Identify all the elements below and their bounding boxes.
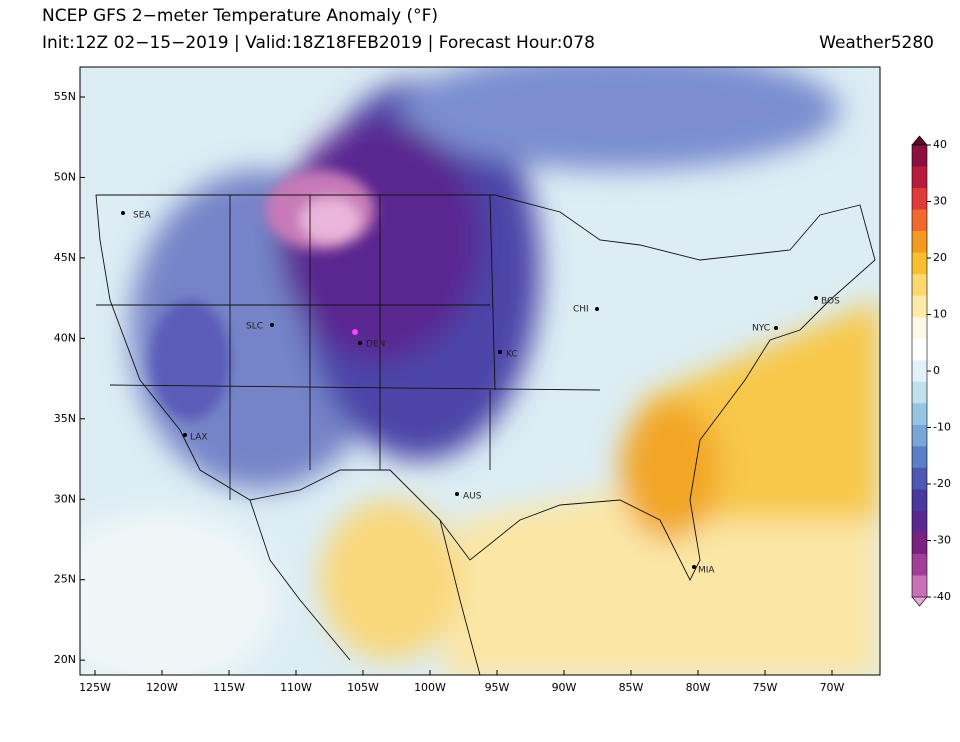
colorbar-swatch <box>912 467 927 490</box>
colorbar-swatch <box>912 145 927 168</box>
lon-tick-label: 80W <box>686 681 711 694</box>
lat-tick-label: 35N <box>54 412 76 425</box>
lon-tick-label: 75W <box>753 681 778 694</box>
city-label: MIA <box>698 566 715 576</box>
city-label: SLC <box>246 322 263 332</box>
colorbar-tick-label: 10 <box>933 308 947 321</box>
colorbar-tick-label: -40 <box>933 590 951 603</box>
lat-tick-label: 55N <box>54 90 76 103</box>
colorbar-swatch <box>912 188 927 211</box>
city-label: LAX <box>190 433 208 443</box>
subtitle: Init:12Z 02−15−2019 | Valid:18Z18FEB2019… <box>42 33 595 53</box>
colorbar-swatch <box>912 424 927 447</box>
colorbar-swatch <box>912 274 927 297</box>
colorbar-tick-label: 40 <box>933 138 947 151</box>
colorbar-tick-label: 0 <box>933 364 940 377</box>
colorbar-end <box>911 596 928 607</box>
city-label: NYC <box>752 324 770 334</box>
colorbar-swatch <box>912 489 927 512</box>
city-label: AUS <box>463 492 482 502</box>
city-label: DEN <box>366 340 385 350</box>
colorbar-swatch <box>912 295 927 318</box>
lat-tick-label: 50N <box>54 170 76 183</box>
lat-tick-label: 40N <box>54 331 76 344</box>
lon-tick-label: 90W <box>552 681 577 694</box>
colorbar-swatch <box>912 553 927 576</box>
anomaly-field <box>80 67 880 675</box>
colorbar-swatch <box>912 381 927 404</box>
city-label: CHI <box>573 305 589 315</box>
map-frame <box>79 66 881 676</box>
colorbar-swatch <box>912 166 927 189</box>
lon-tick-label: 105W <box>347 681 379 694</box>
lat-tick-label: 45N <box>54 251 76 264</box>
colorbar-swatch <box>912 252 927 275</box>
colorbar-tick-label: 20 <box>933 251 947 264</box>
colorbar-swatch <box>912 231 927 254</box>
city-label: KC <box>506 350 518 360</box>
colorbar-swatch <box>912 338 927 361</box>
colorbar-swatch <box>912 510 927 533</box>
lat-tick-label: 25N <box>54 573 76 586</box>
colorbar-swatch <box>912 209 927 232</box>
lon-tick-label: 100W <box>414 681 446 694</box>
credit: Weather5280 <box>819 33 934 53</box>
city-markers: SEA SLC DEN KC CHI NYC BOS LAX AUS MIA <box>121 211 840 576</box>
colorbar-tick-label: -20 <box>933 477 951 490</box>
lat-tick-label: 30N <box>54 492 76 505</box>
colorbar-swatch <box>912 532 927 555</box>
colorbar-swatch <box>912 403 927 426</box>
colorbar-tick-label: -10 <box>933 421 951 434</box>
lon-tick-label: 115W <box>213 681 245 694</box>
lon-tick-label: 95W <box>485 681 510 694</box>
lon-tick-label: 110W <box>280 681 312 694</box>
lon-tick-label: 120W <box>146 681 178 694</box>
colorbar-swatch <box>912 317 927 340</box>
colorbar-swatch <box>912 360 927 383</box>
colorbar-tick-label: 30 <box>933 195 947 208</box>
lon-tick-label: 125W <box>79 681 111 694</box>
colorbar-tick-label: -30 <box>933 534 951 547</box>
lon-tick-label: 70W <box>820 681 845 694</box>
colorbar-end <box>911 135 928 146</box>
city-label: BOS <box>821 297 840 307</box>
lon-tick-label: 85W <box>619 681 644 694</box>
title: NCEP GFS 2−meter Temperature Anomaly (°F… <box>42 6 438 26</box>
colorbar-swatch <box>912 446 927 469</box>
city-label: SEA <box>133 211 151 221</box>
lat-tick-label: 20N <box>54 653 76 666</box>
colorbar-swatch <box>912 575 927 598</box>
